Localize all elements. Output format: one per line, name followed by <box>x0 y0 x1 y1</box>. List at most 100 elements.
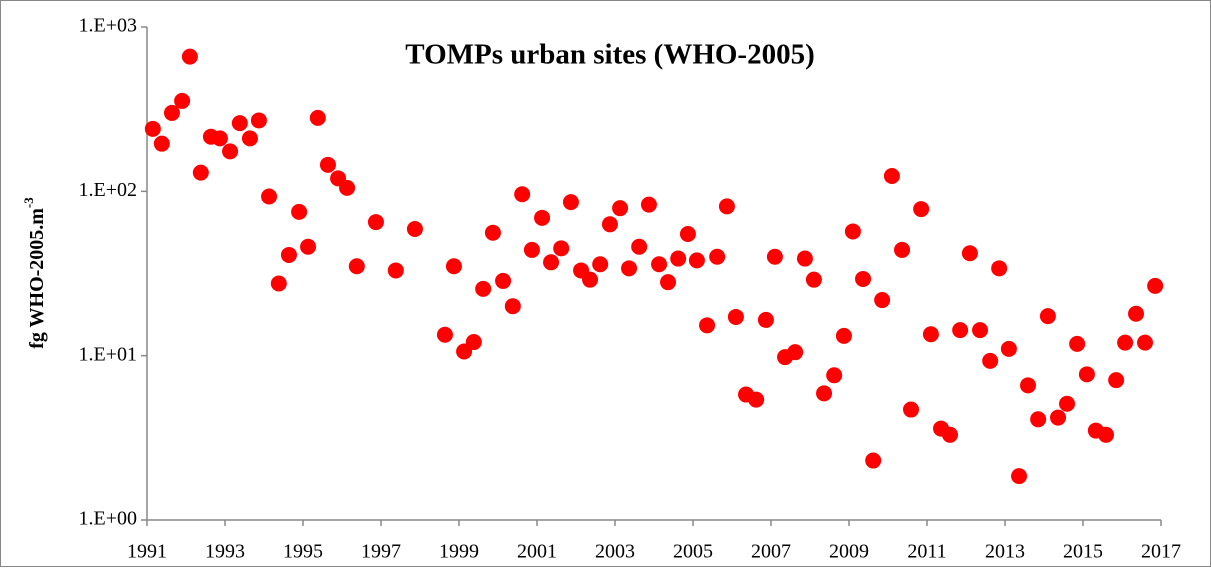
y-axis-label: fg WHO-2005.m-3 <box>21 197 48 349</box>
data-point <box>192 164 209 181</box>
data-point <box>348 258 365 275</box>
data-point <box>982 352 999 369</box>
data-point <box>153 135 170 152</box>
data-point <box>1011 468 1028 485</box>
data-point <box>543 254 560 271</box>
data-point <box>534 209 551 226</box>
x-tick-label: 1997 <box>361 541 401 563</box>
x-tick-label: 1995 <box>283 541 323 563</box>
data-point <box>319 156 336 173</box>
x-tick-label: 2009 <box>829 541 869 563</box>
y-tick-label: 1.E+02 <box>79 179 138 201</box>
data-point <box>670 250 687 267</box>
data-point <box>660 274 677 291</box>
data-point <box>1108 372 1125 389</box>
data-point <box>553 240 570 257</box>
data-point <box>961 245 978 262</box>
data-point <box>1030 411 1047 428</box>
x-tick-label: 2005 <box>673 541 713 563</box>
data-point <box>952 322 969 339</box>
x-tick-label: 1993 <box>205 541 245 563</box>
data-point <box>1098 426 1115 443</box>
data-point <box>883 167 900 184</box>
data-point <box>942 426 959 443</box>
data-point <box>601 216 618 233</box>
data-point <box>709 248 726 265</box>
data-point <box>592 256 609 273</box>
data-point <box>612 200 629 217</box>
data-point <box>913 201 930 218</box>
data-point <box>309 109 326 126</box>
data-point <box>972 322 989 339</box>
data-point <box>1128 305 1145 322</box>
data-point <box>766 248 783 265</box>
data-point <box>796 250 813 267</box>
data-point <box>1020 377 1037 394</box>
data-point <box>231 115 248 132</box>
data-point <box>651 256 668 273</box>
data-point <box>1078 366 1095 383</box>
data-point <box>621 260 638 277</box>
data-point <box>748 391 765 408</box>
data-point <box>562 194 579 211</box>
data-point <box>465 334 482 351</box>
x-tick-label: 2001 <box>517 541 557 563</box>
y-tick-label: 1.E+00 <box>79 508 138 530</box>
data-point <box>1050 409 1067 426</box>
data-point <box>787 344 804 361</box>
data-point <box>826 367 843 384</box>
data-point <box>504 298 521 315</box>
data-point <box>688 252 705 269</box>
y-tick-label: 1.E+03 <box>79 15 138 37</box>
data-point <box>894 241 911 258</box>
data-point <box>757 311 774 328</box>
x-tick-label: 2007 <box>751 541 791 563</box>
data-point <box>1137 334 1154 351</box>
data-point <box>144 120 161 137</box>
data-point <box>835 327 852 344</box>
data-point <box>718 198 735 215</box>
data-point <box>855 270 872 287</box>
data-point <box>339 179 356 196</box>
x-tick-label: 2003 <box>595 541 635 563</box>
data-point <box>387 262 404 279</box>
data-point <box>640 196 657 213</box>
data-point <box>727 308 744 325</box>
data-point <box>865 452 882 469</box>
data-point <box>261 188 278 205</box>
x-tick-label: 1991 <box>127 541 167 563</box>
data-point <box>211 130 228 147</box>
data-point <box>280 246 297 263</box>
x-tick-label: 2015 <box>1063 541 1103 563</box>
data-point <box>805 271 822 288</box>
data-point <box>291 203 308 220</box>
data-point <box>495 272 512 289</box>
data-point <box>241 130 258 147</box>
data-point <box>523 241 540 258</box>
data-point <box>922 326 939 343</box>
y-tick-label: 1.E+01 <box>79 343 138 365</box>
data-point <box>270 275 287 292</box>
data-point <box>816 385 833 402</box>
data-point <box>484 224 501 241</box>
data-point <box>163 104 180 121</box>
data-point <box>679 226 696 243</box>
data-point <box>250 112 267 129</box>
x-tick-label: 2011 <box>907 541 946 563</box>
x-tick-label: 1999 <box>439 541 479 563</box>
data-point <box>1000 340 1017 357</box>
data-point <box>406 220 423 237</box>
data-point <box>181 48 198 65</box>
x-tick-label: 2017 <box>1141 541 1181 563</box>
data-point <box>903 401 920 418</box>
chart-title: TOMPs urban sites (WHO-2005) <box>405 39 815 71</box>
data-point <box>445 258 462 275</box>
data-point <box>1069 335 1086 352</box>
data-point <box>222 143 239 160</box>
data-point <box>367 214 384 231</box>
x-tick-label: 2013 <box>985 541 1025 563</box>
data-point <box>514 186 531 203</box>
data-point <box>699 317 716 334</box>
data-point <box>1147 277 1164 294</box>
